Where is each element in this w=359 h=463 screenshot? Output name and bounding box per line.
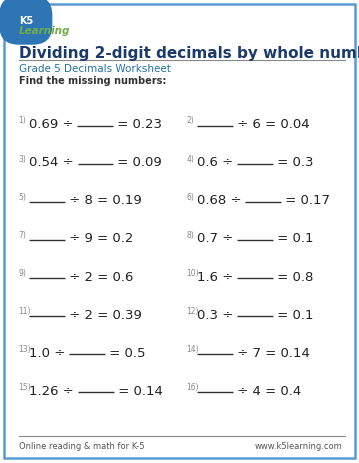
Text: 2): 2) xyxy=(187,116,195,125)
Text: 0.68 ÷: 0.68 ÷ xyxy=(197,194,246,207)
Text: 1.26 ÷: 1.26 ÷ xyxy=(29,384,78,397)
Text: ÷ 4 = 0.4: ÷ 4 = 0.4 xyxy=(233,384,301,397)
Text: 15): 15) xyxy=(19,382,31,391)
Text: 0.69 ÷: 0.69 ÷ xyxy=(29,118,78,131)
Text: = 0.17: = 0.17 xyxy=(281,194,330,207)
Text: = 0.5: = 0.5 xyxy=(105,346,146,359)
Text: = 0.1: = 0.1 xyxy=(273,232,314,245)
Text: www.k5learning.com: www.k5learning.com xyxy=(255,441,343,450)
Text: Find the missing numbers:: Find the missing numbers: xyxy=(19,76,166,86)
Text: 0.6 ÷: 0.6 ÷ xyxy=(197,156,237,169)
Text: 1.0 ÷: 1.0 ÷ xyxy=(29,346,69,359)
Text: 5): 5) xyxy=(19,192,27,201)
Text: 8): 8) xyxy=(187,230,195,239)
Text: Dividing 2-digit decimals by whole numbers: Dividing 2-digit decimals by whole numbe… xyxy=(19,46,359,61)
Text: 14): 14) xyxy=(187,344,199,353)
Text: 1): 1) xyxy=(19,116,27,125)
Text: 11): 11) xyxy=(19,306,31,315)
Text: K5: K5 xyxy=(19,16,33,26)
Text: 16): 16) xyxy=(187,382,199,391)
Text: 0.7 ÷: 0.7 ÷ xyxy=(197,232,237,245)
Text: 3): 3) xyxy=(19,154,27,163)
Text: ÷ 9 = 0.2: ÷ 9 = 0.2 xyxy=(65,232,133,245)
Text: 10): 10) xyxy=(187,268,199,277)
Text: = 0.14: = 0.14 xyxy=(113,384,163,397)
Text: = 0.3: = 0.3 xyxy=(273,156,313,169)
Text: ÷ 2 = 0.6: ÷ 2 = 0.6 xyxy=(65,270,133,283)
Text: 12): 12) xyxy=(187,306,199,315)
Text: ÷ 6 = 0.04: ÷ 6 = 0.04 xyxy=(233,118,309,131)
Text: 0.54 ÷: 0.54 ÷ xyxy=(29,156,78,169)
Text: 0.3 ÷: 0.3 ÷ xyxy=(197,308,237,321)
Text: = 0.23: = 0.23 xyxy=(113,118,162,131)
Text: Online reading & math for K-5: Online reading & math for K-5 xyxy=(19,441,144,450)
Text: 1.6 ÷: 1.6 ÷ xyxy=(197,270,237,283)
Text: 7): 7) xyxy=(19,230,27,239)
Text: Learning: Learning xyxy=(19,25,70,36)
Text: 6): 6) xyxy=(187,192,195,201)
Text: ÷ 7 = 0.14: ÷ 7 = 0.14 xyxy=(233,346,309,359)
Text: ÷ 8 = 0.19: ÷ 8 = 0.19 xyxy=(65,194,141,207)
Text: 13): 13) xyxy=(19,344,31,353)
Text: 9): 9) xyxy=(19,268,27,277)
Text: = 0.1: = 0.1 xyxy=(273,308,314,321)
Text: 4): 4) xyxy=(187,154,195,163)
Text: Grade 5 Decimals Worksheet: Grade 5 Decimals Worksheet xyxy=(19,64,171,74)
Text: = 0.8: = 0.8 xyxy=(273,270,313,283)
Text: ÷ 2 = 0.39: ÷ 2 = 0.39 xyxy=(65,308,141,321)
Text: = 0.09: = 0.09 xyxy=(113,156,162,169)
